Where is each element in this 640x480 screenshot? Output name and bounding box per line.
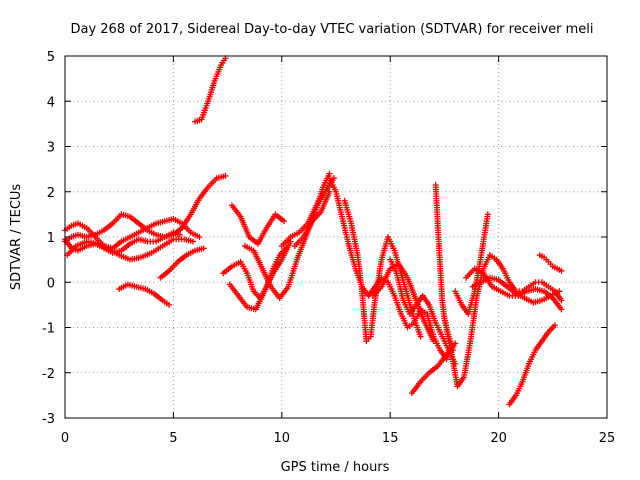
series-arc-5 <box>116 281 173 308</box>
y-tick-label: 2 <box>47 186 55 201</box>
data-point-marker <box>556 288 563 295</box>
series-arc-4 <box>64 236 196 263</box>
data-point-marker <box>417 333 424 340</box>
y-tick-label: -2 <box>42 367 55 382</box>
series-arc-22 <box>463 265 565 313</box>
data-point-marker <box>558 297 565 304</box>
data-point-marker <box>189 238 196 245</box>
series-arc-10 <box>228 202 287 247</box>
data-point-marker <box>430 338 437 345</box>
data-points <box>62 55 565 408</box>
data-point-marker <box>280 218 287 225</box>
data-point-marker <box>484 211 491 218</box>
x-tick-label: 15 <box>382 431 399 446</box>
data-point-marker <box>196 234 203 240</box>
data-point-marker <box>558 306 565 313</box>
x-tick-label: 0 <box>61 431 69 446</box>
series-arc-6 <box>157 245 207 281</box>
series-arc-24 <box>506 322 558 408</box>
data-point-marker <box>558 267 565 274</box>
y-tick-label: -1 <box>42 322 55 337</box>
y-tick-label: 1 <box>47 231 55 246</box>
series-arc-7 <box>192 55 229 125</box>
y-tick-label: -3 <box>42 412 55 427</box>
tick-labels: 0 5 10 15 20 25 -3 -2 -1 0 1 2 3 4 5 <box>42 50 615 446</box>
series-arc-15 <box>341 197 424 345</box>
data-point-marker <box>166 301 173 308</box>
x-tick-label: 10 <box>274 431 291 446</box>
x-axis-label: GPS time / hours <box>281 460 390 475</box>
data-point-marker <box>176 231 183 238</box>
data-point-marker <box>222 172 229 179</box>
series-arc-25 <box>536 252 565 274</box>
y-tick-label: 5 <box>47 50 55 65</box>
y-tick-label: 0 <box>47 276 55 291</box>
x-tick-label: 20 <box>490 431 507 446</box>
axis-ticks <box>64 55 608 419</box>
data-point-marker <box>326 188 333 195</box>
data-point-marker <box>551 322 558 329</box>
x-tick-label: 5 <box>169 431 177 446</box>
series-arc-13 <box>291 188 333 250</box>
y-tick-label: 4 <box>47 95 55 110</box>
series-arc-23 <box>469 274 563 306</box>
y-tick-label: 3 <box>47 141 55 156</box>
y-axis-label: SDTVAR / TECUs <box>9 184 24 291</box>
data-point-marker <box>200 245 207 252</box>
chart-title: Day 268 of 2017, Sidereal Day-to-day VTE… <box>70 22 593 37</box>
x-tick-label: 25 <box>599 431 616 446</box>
